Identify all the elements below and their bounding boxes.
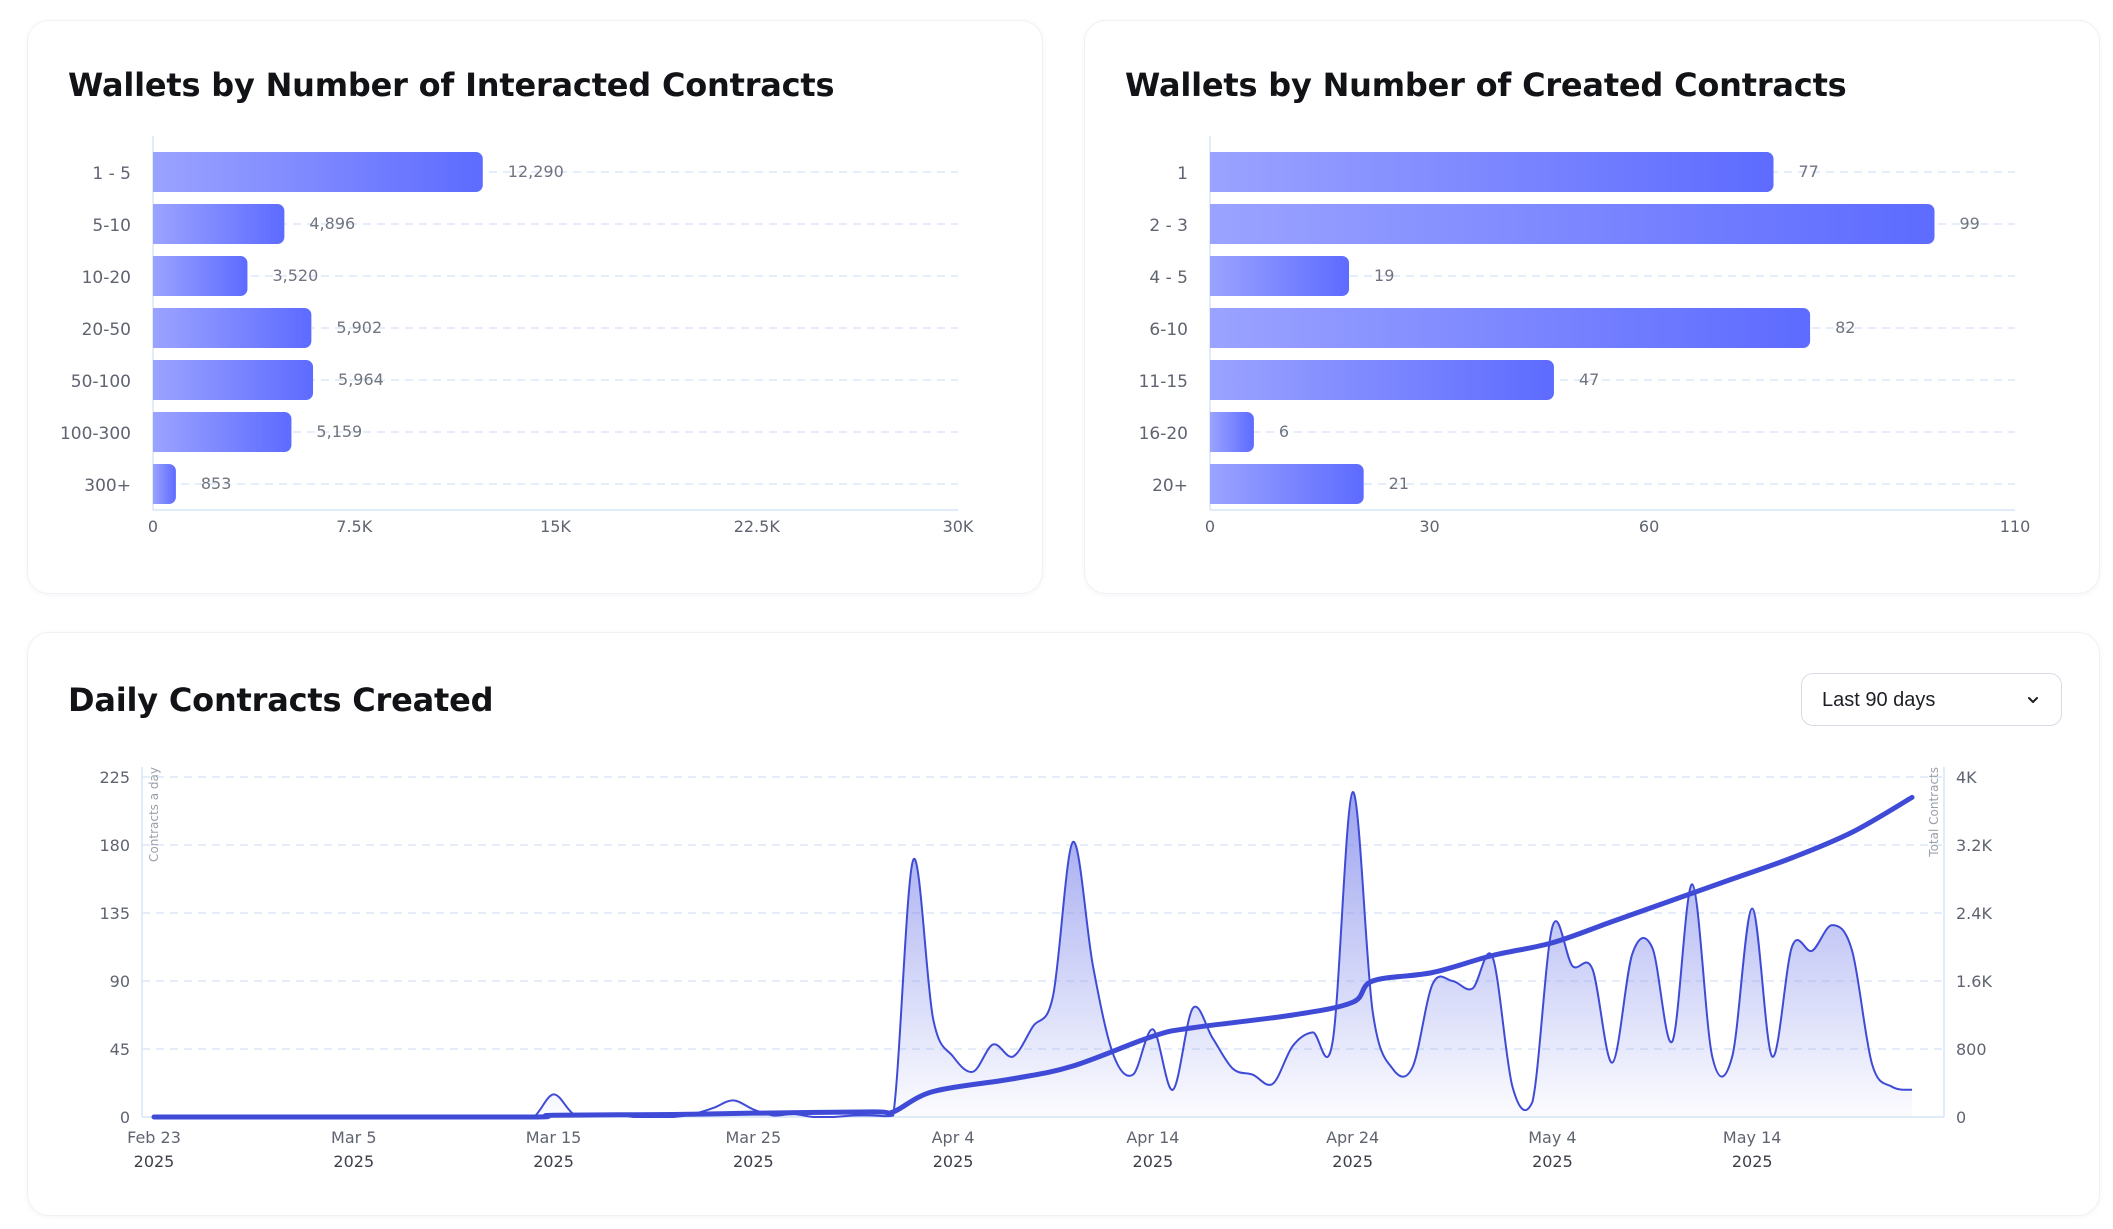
created-bar-chart: 1 77 2 - 3 99 4 - 5 19 6-10 82 11-15 47 16-20 6 20+ 2… [1139, 136, 2031, 536]
interacted-bar-chart: 1 - 5 12,290 5-10 4,896 10-20 3,520 20-50 5,902… [60, 136, 974, 536]
daily-right-tick-label: 0 [1956, 1108, 1966, 1127]
daily-x-tick-label: May 4 [1528, 1128, 1576, 1147]
daily-x-tick-year: 2025 [933, 1152, 974, 1171]
daily-x-tick-year: 2025 [1332, 1152, 1373, 1171]
daily-right-tick-label: 3.2K [1956, 836, 1992, 855]
interacted-bar [153, 360, 314, 400]
created-contracts-card: Wallets by Number of Created Contracts 1… [1084, 20, 2100, 594]
created-chart-title: Wallets by Number of Created Contracts [1125, 66, 1847, 104]
daily-chart-title: Daily Contracts Created [68, 681, 494, 719]
created-bar [1210, 360, 1554, 400]
interacted-x-tick-label: 0 [148, 517, 158, 536]
daily-x-tick-label: Apr 14 [1126, 1128, 1179, 1147]
created-category-label: 20+ [1152, 476, 1188, 496]
created-value-label: 82 [1835, 318, 1855, 337]
interacted-category-label: 20-50 [82, 320, 131, 340]
created-category-label: 6-10 [1149, 320, 1188, 340]
created-category-label: 16-20 [1139, 424, 1188, 444]
created-category-label: 11-15 [1139, 372, 1188, 392]
interacted-category-label: 50-100 [71, 372, 131, 392]
daily-x-tick-year: 2025 [134, 1152, 175, 1171]
daily-left-tick-label: 180 [99, 836, 130, 855]
interacted-chart-title: Wallets by Number of Interacted Contract… [68, 66, 835, 104]
created-category-label: 1 [1177, 164, 1188, 184]
created-bar [1210, 256, 1350, 296]
created-bar [1210, 152, 1774, 192]
daily-right-tick-label: 800 [1956, 1040, 1987, 1059]
daily-right-tick-label: 4K [1956, 768, 1977, 787]
interacted-x-tick-label: 30K [943, 517, 974, 536]
interacted-x-tick-label: 7.5K [336, 517, 372, 536]
daily-left-tick-label: 45 [110, 1040, 130, 1059]
interacted-value-label: 5,159 [316, 422, 362, 441]
daily-x-tick-label: Mar 15 [526, 1128, 582, 1147]
created-bar [1210, 204, 1935, 244]
daily-x-tick-label: May 14 [1723, 1128, 1782, 1147]
interacted-category-label: 5-10 [92, 216, 131, 236]
interacted-bar [153, 308, 312, 348]
daily-x-tick-label: Mar 5 [331, 1128, 376, 1147]
daily-area-chart: 0 45 90 135 180 225 0 800 1.6K 2.4K 3.2K 4K Contract… [99, 767, 1992, 1171]
daily-x-tick-label: Mar 25 [726, 1128, 782, 1147]
date-range-selected-label: Last 90 days [1822, 689, 1936, 711]
daily-left-tick-label: 225 [99, 768, 130, 787]
interacted-x-tick-label: 15K [540, 517, 571, 536]
daily-right-tick-label: 2.4K [1956, 904, 1992, 923]
daily-left-tick-label: 135 [99, 904, 130, 923]
created-value-label: 19 [1374, 266, 1394, 285]
created-value-label: 99 [1960, 214, 1980, 233]
interacted-x-tick-label: 22.5K [734, 517, 781, 536]
created-bar [1210, 412, 1254, 452]
daily-left-tick-label: 90 [110, 972, 130, 991]
interacted-category-label: 10-20 [82, 268, 131, 288]
daily-area-fill [154, 792, 1913, 1117]
created-x-tick-label: 30 [1419, 517, 1439, 536]
interacted-bar [153, 204, 285, 244]
daily-x-tick-year: 2025 [533, 1152, 574, 1171]
daily-right-tick-label: 1.6K [1956, 972, 1992, 991]
cumulative-series-line [151, 794, 1915, 1120]
daily-x-tick-year: 2025 [1133, 1152, 1174, 1171]
daily-x-tick-label: Apr 4 [932, 1128, 975, 1147]
daily-x-tick-year: 2025 [1732, 1152, 1773, 1171]
daily-x-tick-label: Feb 23 [127, 1128, 181, 1147]
created-bar [1210, 308, 1811, 348]
interacted-category-label: 300+ [84, 476, 131, 496]
created-x-tick-label: 110 [2000, 517, 2031, 536]
interacted-contracts-card: Wallets by Number of Interacted Contract… [27, 20, 1043, 594]
interacted-category-label: 100-300 [60, 424, 131, 444]
interacted-value-label: 5,964 [338, 370, 384, 389]
interacted-bar [153, 256, 248, 296]
interacted-bar [153, 152, 483, 192]
interacted-value-label: 3,520 [272, 266, 318, 285]
daily-x-tick-year: 2025 [1532, 1152, 1573, 1171]
date-range-select[interactable]: Last 90 days [1801, 673, 2062, 726]
created-category-label: 2 - 3 [1149, 216, 1188, 236]
interacted-value-label: 12,290 [508, 162, 564, 181]
created-value-label: 47 [1579, 370, 1599, 389]
created-x-tick-label: 60 [1639, 517, 1659, 536]
daily-right-axis-title: Total Contracts [1927, 767, 1941, 858]
created-value-label: 77 [1799, 162, 1819, 181]
interacted-value-label: 853 [201, 474, 232, 493]
daily-contracts-card: Daily Contracts Created Last 90 days 0 45… [27, 632, 2100, 1216]
interacted-value-label: 5,902 [336, 318, 382, 337]
created-bar [1210, 464, 1364, 504]
created-category-label: 4 - 5 [1149, 268, 1188, 288]
daily-left-axis-title: Contracts a day [147, 767, 161, 862]
interacted-bar [153, 412, 292, 452]
interacted-bar [153, 464, 176, 504]
created-value-label: 6 [1279, 422, 1289, 441]
created-value-label: 21 [1389, 474, 1409, 493]
daily-x-tick-year: 2025 [733, 1152, 774, 1171]
interacted-category-label: 1 - 5 [92, 164, 131, 184]
interacted-value-label: 4,896 [309, 214, 355, 233]
daily-x-tick-year: 2025 [333, 1152, 374, 1171]
daily-left-tick-label: 0 [120, 1108, 130, 1127]
chevron-down-icon [2028, 697, 2038, 703]
created-x-tick-label: 0 [1205, 517, 1215, 536]
daily-x-tick-label: Apr 24 [1326, 1128, 1379, 1147]
